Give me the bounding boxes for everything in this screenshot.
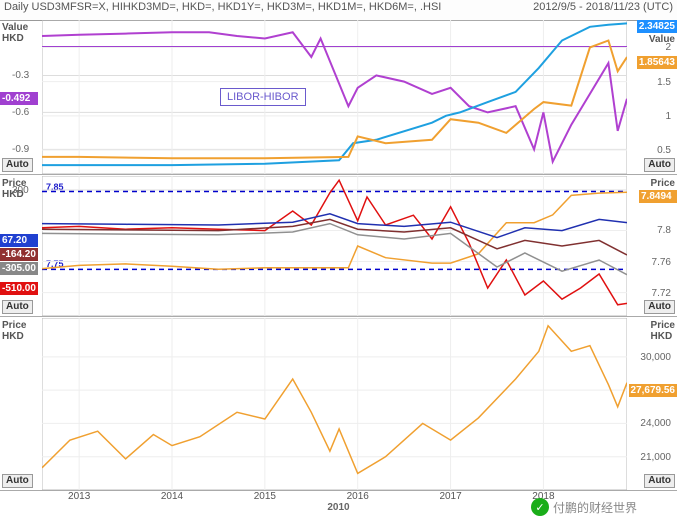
panel-3: PriceHKDPriceHKD21,00024,00027,00030,000… [0, 318, 677, 491]
series-cyan [42, 23, 627, 165]
auto-button-left[interactable]: Auto [2, 158, 33, 172]
y-tick-right: 30,000 [640, 352, 671, 363]
y-tick-left: 300 [12, 185, 29, 196]
auto-button-left[interactable]: Auto [2, 300, 33, 314]
plot-area [42, 176, 627, 316]
watermark-text: 付鹏的财经世界 [553, 499, 637, 516]
value-tag-right: 1.85643 [637, 56, 677, 69]
annotation-box: LIBOR-HIBOR [220, 88, 306, 106]
value-tag-left: -164.20 [0, 248, 38, 261]
y-tick-left: -0.6 [12, 107, 29, 118]
series-hsi [42, 326, 627, 474]
x-tick: 2013 [68, 491, 90, 502]
auto-button-right[interactable]: Auto [644, 300, 675, 314]
chart-header: Daily USD3MFSR=X, HIHKD3MD=, HKD=, HKD1Y… [0, 0, 677, 21]
y-tick-left: -0.3 [12, 70, 29, 81]
y-label-right: PriceHKD [651, 320, 675, 342]
panel-2: PriceHKDPriceHKD3007.727.767.87.857.7567… [0, 176, 677, 317]
y-label-right: Value [649, 34, 675, 45]
value-tag-right: 27,679.56 [629, 384, 677, 397]
y-tick-right: 1 [665, 111, 671, 122]
panel-1: ValueHKD Value -0.3 -0.6 -0.9 0.5 1 1.5 2 LIBOR-H… [0, 20, 677, 175]
value-tag-left: -305.00 [0, 262, 38, 275]
y-label-left: ValueHKD [2, 22, 28, 44]
wechat-icon: ✓ [531, 498, 549, 516]
chart-date-range: 2012/9/5 - 2018/11/23 (UTC) [533, 1, 673, 19]
watermark: ✓ 付鹏的财经世界 [531, 498, 637, 516]
x-tick: 2015 [254, 491, 276, 502]
y-tick-right: 2 [665, 42, 671, 53]
auto-button-right[interactable]: Auto [644, 158, 675, 172]
auto-button-right[interactable]: Auto [644, 474, 675, 488]
y-tick-right: 7.8 [657, 225, 671, 236]
x-axis-label: 2010 [327, 502, 349, 513]
value-tag-left: 67.20 [0, 234, 38, 247]
y-tick-right: 1.5 [657, 77, 671, 88]
series-orange [42, 41, 627, 159]
series-purple [42, 32, 627, 161]
value-tag-left: -0.492 [0, 92, 38, 105]
y-tick-right: 7.72 [652, 288, 671, 299]
auto-button-left[interactable]: Auto [2, 474, 33, 488]
y-tick-right: 7.76 [652, 257, 671, 268]
value-tag-left: -510.00 [0, 282, 38, 295]
series-gray2 [42, 224, 627, 275]
chart-title: Daily USD3MFSR=X, HIHKD3MD=, HKD=, HKD1Y… [4, 1, 441, 19]
y-tick-right: 24,000 [640, 418, 671, 429]
plot-area [42, 318, 627, 490]
x-tick: 2017 [439, 491, 461, 502]
y-tick-right: 0.5 [657, 145, 671, 156]
x-tick: 2014 [161, 491, 183, 502]
y-tick-right: 21,000 [640, 452, 671, 463]
y-label-left: PriceHKD [2, 320, 26, 342]
x-tick: 2016 [347, 491, 369, 502]
value-tag-right: 7.8494 [639, 190, 677, 203]
y-tick-left: -0.9 [12, 144, 29, 155]
plot-area [42, 20, 627, 174]
value-tag-right: 2.34825 [637, 20, 677, 33]
